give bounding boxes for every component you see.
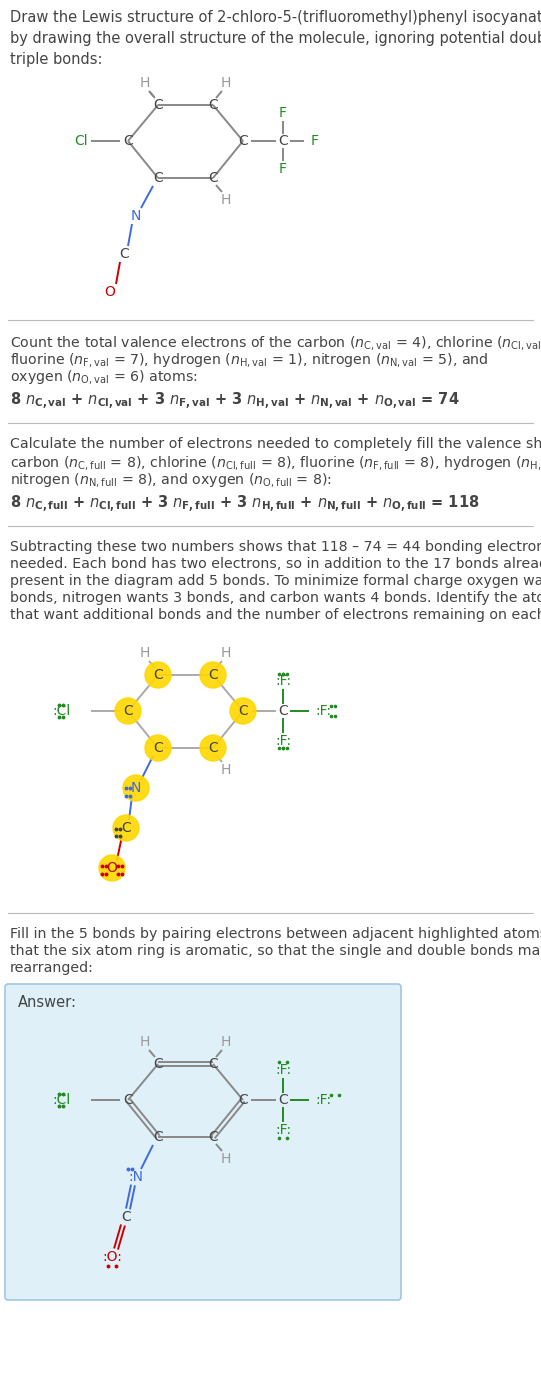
Text: Answer:: Answer:	[18, 996, 77, 1011]
Text: H: H	[140, 646, 150, 660]
Text: N: N	[131, 209, 141, 223]
Text: C: C	[153, 741, 163, 755]
Text: 8 $n_\mathregular{C,val}$ + $n_\mathregular{Cl,val}$ + 3 $n_\mathregular{F,val}$: 8 $n_\mathregular{C,val}$ + $n_\mathregu…	[10, 390, 460, 412]
Text: :Cl: :Cl	[53, 1093, 71, 1107]
Circle shape	[113, 815, 139, 842]
Text: H: H	[140, 76, 150, 89]
Text: carbon ($n_\mathregular{C,full}$ = 8), chlorine ($n_\mathregular{Cl,full}$ = 8),: carbon ($n_\mathregular{C,full}$ = 8), c…	[10, 454, 541, 472]
Text: C: C	[153, 668, 163, 682]
Text: rearranged:: rearranged:	[10, 961, 94, 975]
Text: Cl: Cl	[74, 133, 88, 148]
Text: Calculate the number of electrons needed to completely fill the valence shells f: Calculate the number of electrons needed…	[10, 437, 541, 451]
Text: C: C	[153, 170, 163, 186]
Text: Draw the Lewis structure of 2-chloro-5-(trifluoromethyl)phenyl isocyanate. Start: Draw the Lewis structure of 2-chloro-5-(…	[10, 10, 541, 67]
Text: C: C	[153, 1057, 163, 1071]
Text: H: H	[221, 76, 231, 89]
Text: :Cl: :Cl	[53, 704, 71, 718]
Text: C: C	[208, 741, 218, 755]
Circle shape	[230, 698, 256, 725]
Text: :F:: :F:	[275, 1063, 291, 1077]
Text: needed. Each bond has two electrons, so in addition to the 17 bonds already: needed. Each bond has two electrons, so …	[10, 557, 541, 571]
Text: :N: :N	[129, 1170, 143, 1184]
Text: F: F	[311, 133, 319, 148]
Text: present in the diagram add 5 bonds. To minimize formal charge oxygen wants 2: present in the diagram add 5 bonds. To m…	[10, 573, 541, 588]
Circle shape	[145, 736, 171, 760]
Text: :F:: :F:	[275, 674, 291, 688]
Text: C: C	[123, 133, 133, 148]
Text: C: C	[208, 98, 218, 111]
Text: nitrogen ($n_\mathregular{N,full}$ = 8), and oxygen ($n_\mathregular{O,full}$ = : nitrogen ($n_\mathregular{N,full}$ = 8),…	[10, 472, 332, 490]
Text: fluorine ($n_\mathregular{F,val}$ = 7), hydrogen ($n_\mathregular{H,val}$ = 1), : fluorine ($n_\mathregular{F,val}$ = 7), …	[10, 351, 489, 368]
Circle shape	[115, 698, 141, 725]
Text: Fill in the 5 bonds by pairing electrons between adjacent highlighted atoms. Not: Fill in the 5 bonds by pairing electrons…	[10, 927, 541, 941]
Circle shape	[200, 661, 226, 688]
Text: C: C	[208, 1130, 218, 1144]
Text: C: C	[121, 1210, 131, 1224]
Text: H: H	[221, 193, 231, 208]
Text: C: C	[119, 248, 129, 261]
Text: H: H	[221, 646, 231, 660]
Text: H: H	[221, 1035, 231, 1049]
Text: N: N	[131, 781, 141, 795]
Text: C: C	[123, 704, 133, 718]
Text: C: C	[278, 1093, 288, 1107]
Text: C: C	[238, 704, 248, 718]
Text: F: F	[279, 162, 287, 176]
Text: H: H	[221, 763, 231, 777]
Text: :F:: :F:	[315, 704, 331, 718]
Text: Subtracting these two numbers shows that 118 – 74 = 44 bonding electrons are: Subtracting these two numbers shows that…	[10, 540, 541, 554]
Text: C: C	[278, 704, 288, 718]
Text: C: C	[208, 1057, 218, 1071]
Text: C: C	[121, 821, 131, 835]
Text: C: C	[208, 668, 218, 682]
Text: :O:: :O:	[102, 1250, 122, 1264]
Text: that want additional bonds and the number of electrons remaining on each atom:: that want additional bonds and the numbe…	[10, 608, 541, 622]
Text: :F:: :F:	[275, 1123, 291, 1137]
Circle shape	[123, 775, 149, 802]
Text: C: C	[238, 133, 248, 148]
Text: bonds, nitrogen wants 3 bonds, and carbon wants 4 bonds. Identify the atoms: bonds, nitrogen wants 3 bonds, and carbo…	[10, 591, 541, 605]
Text: C: C	[153, 98, 163, 111]
Text: Count the total valence electrons of the carbon ($n_\mathregular{C,val}$ = 4), c: Count the total valence electrons of the…	[10, 334, 541, 352]
Text: C: C	[208, 170, 218, 186]
Text: oxygen ($n_\mathregular{O,val}$ = 6) atoms:: oxygen ($n_\mathregular{O,val}$ = 6) ato…	[10, 368, 197, 386]
Text: H: H	[140, 1035, 150, 1049]
Text: O: O	[107, 861, 117, 874]
Text: 8 $n_\mathregular{C,full}$ + $n_\mathregular{Cl,full}$ + 3 $n_\mathregular{F,ful: 8 $n_\mathregular{C,full}$ + $n_\mathreg…	[10, 494, 480, 516]
Circle shape	[200, 736, 226, 760]
Text: O: O	[104, 285, 115, 298]
Text: C: C	[278, 133, 288, 148]
Text: C: C	[238, 1093, 248, 1107]
Text: C: C	[153, 1130, 163, 1144]
Text: C: C	[123, 1093, 133, 1107]
FancyBboxPatch shape	[5, 984, 401, 1299]
Text: F: F	[279, 106, 287, 120]
Text: :F:: :F:	[275, 734, 291, 748]
Circle shape	[145, 661, 171, 688]
Text: that the six atom ring is aromatic, so that the single and double bonds may be: that the six atom ring is aromatic, so t…	[10, 945, 541, 958]
Text: H: H	[221, 1152, 231, 1166]
Text: :F:: :F:	[315, 1093, 331, 1107]
Circle shape	[99, 855, 125, 881]
